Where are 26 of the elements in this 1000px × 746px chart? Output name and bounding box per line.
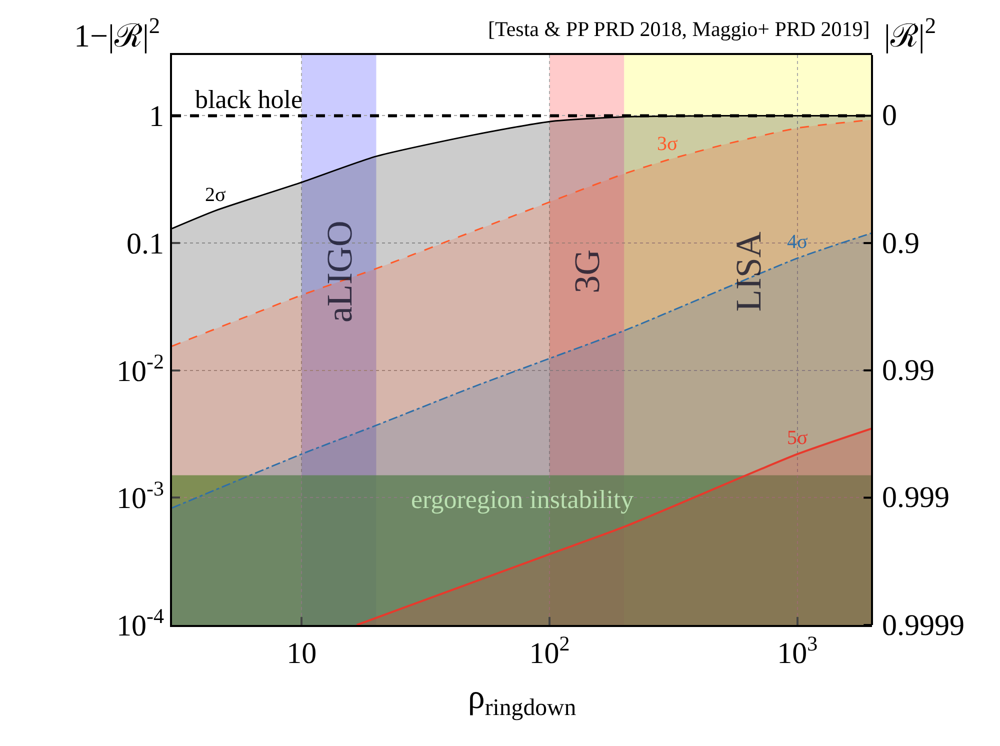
band-label: aLIGO — [319, 220, 360, 323]
series-label: 2σ — [205, 184, 226, 206]
text: 0.9999 — [882, 609, 964, 642]
y-axis-title: 1−|ℛ|$^{2}$ — [74, 13, 160, 54]
band-label: ergoregion instability — [411, 485, 634, 514]
text: 0.99 — [882, 354, 934, 387]
x-tick-label: 10 — [286, 637, 317, 670]
ref-line-label: black hole — [195, 85, 303, 114]
y2-axis-title: |ℛ|$^{2}$ — [884, 13, 936, 54]
text: 0.999 — [882, 481, 950, 514]
y-tick-label: 0.1 — [126, 228, 164, 261]
y-tick-label: 10$^{-3}$ — [116, 476, 164, 516]
series-label: 4σ — [787, 231, 808, 253]
y-tick-label: 10$^{-4}$ — [116, 604, 164, 642]
x-tick-label: 10$^{2}$ — [529, 631, 570, 670]
chart-title: [Testa & PP PRD 2018, Maggio+ PRD 2019] — [488, 17, 870, 41]
x-tick-label: 10$^{3}$ — [777, 631, 818, 670]
band-label: LISA — [728, 232, 768, 312]
y-tick-label: 1 — [149, 100, 164, 134]
series-label: 3σ — [657, 133, 678, 155]
band-label: 3G — [567, 249, 608, 294]
text: 0.9 — [882, 227, 920, 260]
series-label: 5σ — [787, 427, 808, 449]
x-axis-title: ρ$_{ringdown}$ — [468, 678, 576, 721]
text: 0 — [882, 99, 897, 132]
y-tick-label: 10$^{-2}$ — [116, 349, 164, 388]
